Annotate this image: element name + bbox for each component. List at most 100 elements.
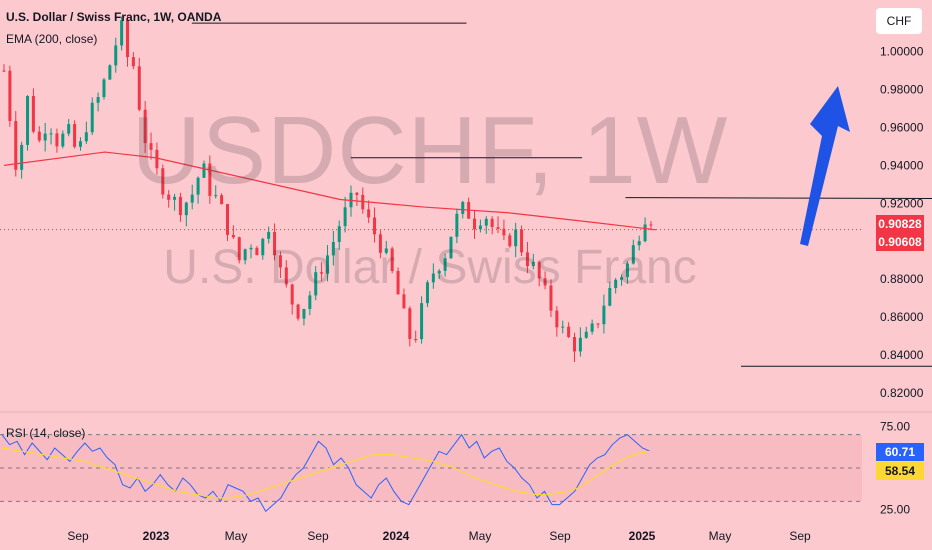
candle-body [314,272,318,296]
rsi-ma-value-tag: 58.54 [876,462,924,480]
rsi-axis-tick: 25.00 [880,503,910,517]
candle-body [231,234,235,238]
candle-body [649,224,653,226]
candle-body [355,192,359,195]
candle-body [267,231,271,239]
candle-body [73,124,77,147]
candle-body [208,163,212,196]
candle-body [443,258,447,271]
candle-body [290,284,294,305]
price-axis-tick: 0.92000 [880,196,924,210]
candle-body [49,133,53,135]
currency-button[interactable]: CHF [876,8,922,34]
candle-body [90,102,94,133]
candle-body [543,278,547,286]
candle-body [167,194,171,200]
candle-body [620,277,624,280]
candle-body [173,196,177,200]
time-axis-label: Sep [549,529,571,543]
candle-body [637,241,641,246]
candle-body [631,245,635,264]
candle-body [602,305,606,325]
time-axis-label: Sep [789,529,811,543]
candle-body [478,225,482,230]
candle-body [473,218,477,230]
candle-body [78,141,82,147]
candle-body [284,267,288,285]
candle-body [43,133,47,141]
candle-body [196,177,200,195]
bullish-arrow-icon [800,86,850,246]
rsi-axis-tick: 75.00 [880,419,910,433]
candle-body [237,237,241,261]
candle-body [449,236,453,259]
candle-body [508,235,512,247]
candle-body [367,209,371,218]
candle-body [561,326,565,328]
candle-body [31,96,35,132]
time-axis-label: 2024 [383,529,410,543]
price-axis-tick: 0.96000 [880,120,924,134]
candle-body [520,229,524,253]
price-tag-last: 0.90608 [876,233,924,251]
candle-body [55,133,59,147]
candle-body [361,194,365,210]
candle-body [178,196,182,216]
candle-body [96,97,100,103]
candle-body [390,248,394,271]
candle-body [425,282,429,304]
candle-body [84,132,88,142]
candle-body [225,204,229,235]
candle-body [420,303,424,340]
candle-body [414,339,418,341]
candle-body [537,261,541,279]
candle-body [590,323,594,332]
candle-body [120,20,124,46]
candle-body [302,309,306,319]
candle-body [643,224,647,242]
candle-body [114,45,118,66]
candle-body [608,287,612,306]
candle-body [320,272,324,274]
time-axis-label: Sep [307,529,329,543]
candle-body [373,217,377,235]
ema-legend[interactable]: EMA (200, close) [6,32,98,46]
rsi-band [0,434,862,502]
candle-body [261,238,265,256]
price-axis-tick: 0.88000 [880,272,924,286]
candle-body [243,249,247,261]
candle-body [149,143,153,150]
candle-body [573,337,576,352]
candle-body [273,231,277,256]
candle-body [431,273,435,283]
candle-body [455,213,459,237]
price-axis-tick: 0.98000 [880,83,924,97]
candle-body [502,228,506,236]
candle-body [190,194,194,203]
candle-body [614,279,618,288]
price-axis-tick: 0.84000 [880,348,924,362]
rsi-legend[interactable]: RSI (14, close) [6,426,86,440]
candle-body [137,66,141,110]
candle-body [8,70,12,122]
candle-body [596,323,600,325]
candle-body [37,131,41,141]
candle-body [2,70,6,72]
time-axis-label: May [469,529,492,543]
symbol-title[interactable]: U.S. Dollar / Swiss Franc, 1W, OANDA [6,10,222,24]
time-axis-label: May [709,529,732,543]
candle-body [308,295,312,310]
candle-body [396,270,400,295]
candle-body [567,326,571,338]
candle-body [331,241,335,256]
candle-body [214,195,218,197]
candle-body [102,79,106,98]
rsi-line [1,433,651,513]
candle-body [161,168,165,195]
candle-body [61,133,65,147]
candle-body [484,218,488,226]
candle-body [126,20,130,58]
rsi-ma-line [1,447,651,499]
candle-body [296,304,300,319]
